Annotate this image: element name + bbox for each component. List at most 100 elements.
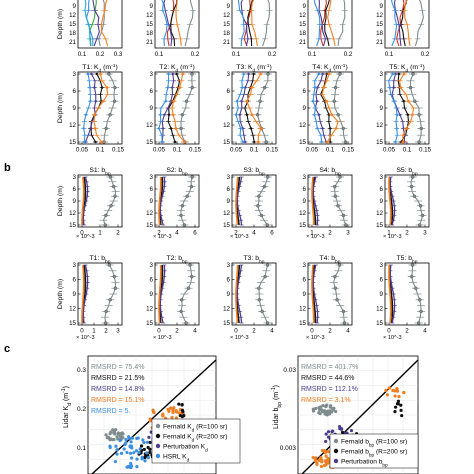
a-bottom-4-gray-point: [333, 85, 338, 90]
a-bottom-5-title: T5: Kd (m-1): [389, 63, 424, 74]
a-bottom-2-gray-point: [179, 126, 183, 131]
c-right-gray-point: [327, 412, 331, 416]
a-bottom-3-orange-point: [259, 72, 262, 76]
c-left-legend-marker: [155, 433, 161, 439]
c-right-one-to-one-line: [301, 359, 419, 474]
b-top-5-ytick-label: 12: [376, 210, 383, 217]
a-bottom-3-blue-point: [241, 86, 244, 89]
a-bottom-3-ytick-label: 3: [227, 71, 231, 78]
b-top-2-xtick-label: 6: [193, 230, 197, 237]
c-left-orange-point: [167, 409, 171, 413]
a-bottom-4-black-point: [328, 127, 332, 130]
a-bottom-1-gray-point: [113, 85, 117, 90]
c-right-ytick-label: 0.03: [283, 367, 296, 374]
b-bottom-3-ytick-label: 15: [223, 320, 230, 327]
a-bottom-5-ytick-label: 15: [376, 139, 383, 146]
c-right-gray-point: [321, 404, 325, 408]
c-right-black-point: [399, 403, 403, 407]
a-bottom-4-purple-point: [315, 100, 319, 103]
a-top-2-series-line: [161, 0, 168, 47]
b-top-3-gray-point: [256, 204, 260, 208]
c-right-purple-point: [326, 430, 331, 434]
b-bottom-5-gray-point: [410, 274, 414, 279]
c-left-blue-point: [119, 451, 124, 455]
b-top-1-gray-point: [111, 184, 116, 189]
b-bottom-1-title: T1: bbp: [90, 255, 111, 265]
b-top-1-xtick-label: 2: [116, 230, 120, 237]
b-bottom-3-gray-point: [257, 286, 261, 290]
a-bottom-2-purple-point: [161, 127, 165, 130]
b-bottom-5-xtick-label: 0: [387, 328, 391, 335]
a-bottom-2-black-point: [175, 72, 178, 76]
a-top-2-xtick-label: 0.2: [191, 51, 200, 58]
b-bottom-1-gray-point: [104, 309, 108, 314]
b-top-2-ytick-label: 12: [146, 210, 153, 217]
b-bottom-exponent-2: × 10^-3: [153, 335, 172, 341]
c-left-ytick-label: 0.1: [77, 445, 86, 452]
a-top-2-series-line: [163, 0, 173, 47]
c-left-gray-point: [106, 435, 111, 439]
b-top-1-ytick-label: 15: [69, 222, 76, 229]
b-bottom-4-xtick-label: 4: [346, 328, 350, 335]
b-bottom-4-gray-point: [333, 286, 338, 290]
b-top-4-gray-point: [338, 175, 342, 179]
b-bottom-4-ytick-label: 3: [303, 262, 307, 269]
c-left-blue-point: [129, 440, 133, 444]
a-bottom-2-xtick-label: 0.1: [173, 147, 182, 154]
c-left-gray-point: [112, 428, 116, 432]
c-left-orange-point: [171, 410, 175, 415]
b-top-2-ytick-label: 9: [150, 198, 154, 205]
c-left-legend-marker: [155, 453, 161, 459]
a-top-5-ytick-label: 18: [376, 30, 383, 37]
c-right-ytick-label: 0.003: [280, 445, 297, 452]
a-bottom-3-blue-point: [239, 127, 242, 130]
c-left-blue-point: [114, 444, 118, 448]
a-bottom-2-orange-point: [181, 72, 185, 76]
a-bottom-5-ytick-label: 6: [380, 88, 384, 95]
b-bottom-1-gray-point: [108, 298, 112, 302]
a-bottom-1-ytick-label: 6: [73, 88, 77, 95]
c-right-orange-point: [393, 394, 397, 398]
b-bottom-4-gray-point: [342, 321, 347, 325]
a-bottom-3-purple-point: [244, 86, 247, 89]
b-top-3-orange-line: [235, 176, 239, 226]
b-top-1-xtick-label: 0: [80, 230, 84, 237]
b-top-4-ytick-label: 9: [303, 198, 307, 205]
a-top-3-series-line: [262, 0, 271, 47]
b-bottom-3-orange-line: [235, 264, 239, 324]
c-left-gray-point: [117, 432, 121, 436]
a-bottom-1-xtick-label: 0.1: [96, 147, 105, 154]
b-top-3-gray-point: [265, 223, 270, 227]
b-top-3-xtick-label: 6: [270, 230, 274, 237]
a-bottom-2-black-point: [169, 127, 173, 130]
b-bottom-4-gray-point: [335, 298, 339, 302]
b-bottom-5-gray-point: [419, 309, 423, 314]
b-bottom-4-ytick-label: 15: [299, 320, 306, 327]
a-bottom-5-blue-point: [388, 86, 391, 89]
b-top-2-title: S2: bbp: [166, 167, 188, 177]
c-left-rmsrd-1: RMSRD = 75.4%: [91, 364, 145, 371]
a-bottom-2-gray-point: [190, 72, 194, 76]
b-top-4-xtick-label: 2: [328, 230, 332, 237]
c-left-blue-point: [129, 464, 134, 468]
c-left-blue-point: [129, 461, 133, 466]
a-bottom-1-purple-point: [90, 72, 93, 76]
a-bottom-2-title: T2: Kd (m-1): [159, 63, 194, 74]
a-top-1-ytick-label: 9: [73, 3, 77, 10]
c-right-rmsrd-1: RMSRD = 401.7%: [301, 364, 358, 371]
b-bottom-1-gray-point: [113, 286, 118, 290]
a-top-2-series-line: [184, 0, 194, 47]
c-left-blue-point: [135, 457, 139, 461]
b-bottom-4-ytick-label: 9: [303, 291, 307, 298]
b-top-4-gray-point: [344, 223, 348, 227]
a-bottom-3-black-point: [252, 72, 255, 76]
a-bottom-4-orange-point: [326, 140, 329, 144]
c-left-orange-point: [148, 417, 152, 421]
b-bottom-5-gray-point: [414, 286, 418, 290]
b-top-4-orange-line: [311, 176, 315, 226]
b-top-1-gray-point: [109, 204, 113, 208]
a-bottom-5-blue-point: [392, 100, 396, 103]
b-top-exponent-5: × 10^-3: [383, 234, 402, 240]
a-bottom-1-gray-point: [112, 99, 117, 103]
b-top-3-gray-point: [266, 175, 270, 179]
